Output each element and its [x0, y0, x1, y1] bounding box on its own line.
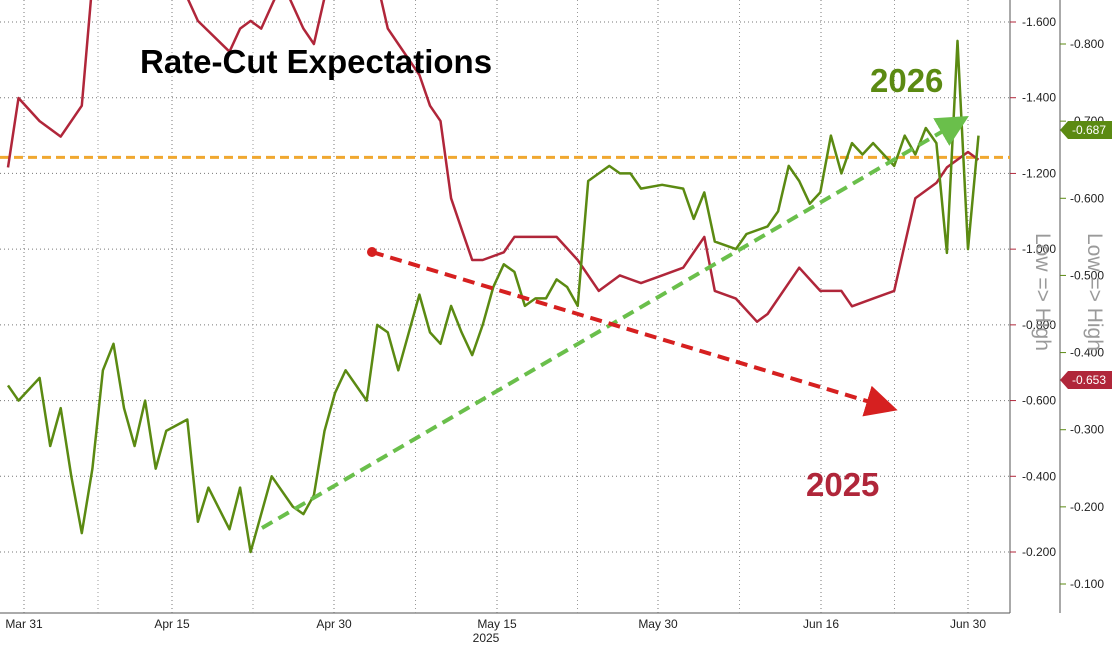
gridlines [0, 0, 1011, 614]
x-axis: Mar 31 Apr 15 Apr 30 May 15 May 30 Jun 16 Jun … [5, 617, 986, 645]
series-line-2025 [6, 0, 980, 323]
x-axis-tick: May 30 [638, 617, 678, 631]
x-axis-tick: Jun 30 [950, 617, 986, 631]
x-axis-year: 2025 [473, 631, 500, 645]
last-value-badge-2026-label: -0.687 [1072, 123, 1106, 137]
left-axis-tick: -0.800 [1022, 318, 1056, 332]
left-axis-tick: -1.200 [1022, 166, 1056, 180]
series-layer [6, 0, 980, 554]
last-value-badge-2025-label: -0.653 [1072, 373, 1106, 387]
left-axis-label: Low => High [1031, 233, 1054, 351]
x-axis-tick: Jun 16 [803, 617, 839, 631]
series-2026 [6, 39, 980, 554]
chart-title: Rate-Cut Expectations [140, 43, 492, 80]
left-axis-tick: -1.400 [1022, 91, 1056, 105]
series-2025 [6, 0, 980, 323]
annotation-2025: 2025 [806, 466, 879, 503]
right-axis-tick: -0.100 [1070, 577, 1104, 591]
last-value-badge-2025: -0.653 [1060, 371, 1112, 389]
last-value-badge-2026-shape [1060, 121, 1112, 139]
x-axis-tick: Apr 30 [316, 617, 352, 631]
last-value-badge-2025-shape [1060, 371, 1112, 389]
left-axis-tick: -0.400 [1022, 469, 1056, 483]
right-axis-tick: -0.600 [1070, 191, 1104, 205]
x-axis-tick: May 15 [477, 617, 517, 631]
right-axis-tick: -0.300 [1070, 423, 1104, 437]
right-axis-tick: -0.200 [1070, 500, 1104, 514]
last-value-badges: -0.687 -0.653 [1060, 121, 1112, 389]
right-axis-tick: -0.800 [1070, 37, 1104, 51]
last-value-badge-2026: -0.687 [1060, 121, 1112, 139]
series-line-2026 [6, 39, 980, 554]
left-axis-tick: -0.600 [1022, 394, 1056, 408]
annotation-2026: 2026 [870, 62, 943, 99]
right-axis-tick: -0.500 [1070, 268, 1104, 282]
left-axis-tick: -1.000 [1022, 242, 1056, 256]
left-axis-tick: -0.200 [1022, 545, 1056, 559]
x-axis-tick: Mar 31 [5, 617, 43, 631]
trend-arrow-2025 [371, 250, 898, 417]
right-axis-label: Low => High [1083, 233, 1106, 351]
left-axis-tick: -1.600 [1022, 15, 1056, 29]
left-axis: -1.600 -1.400 -1.200 -1.000 -0.800 -0.600 -0.4… [1010, 15, 1056, 559]
x-axis-tick: Apr 15 [154, 617, 190, 631]
trend-arrows [260, 115, 969, 530]
right-axis-tick: -0.400 [1070, 346, 1104, 360]
